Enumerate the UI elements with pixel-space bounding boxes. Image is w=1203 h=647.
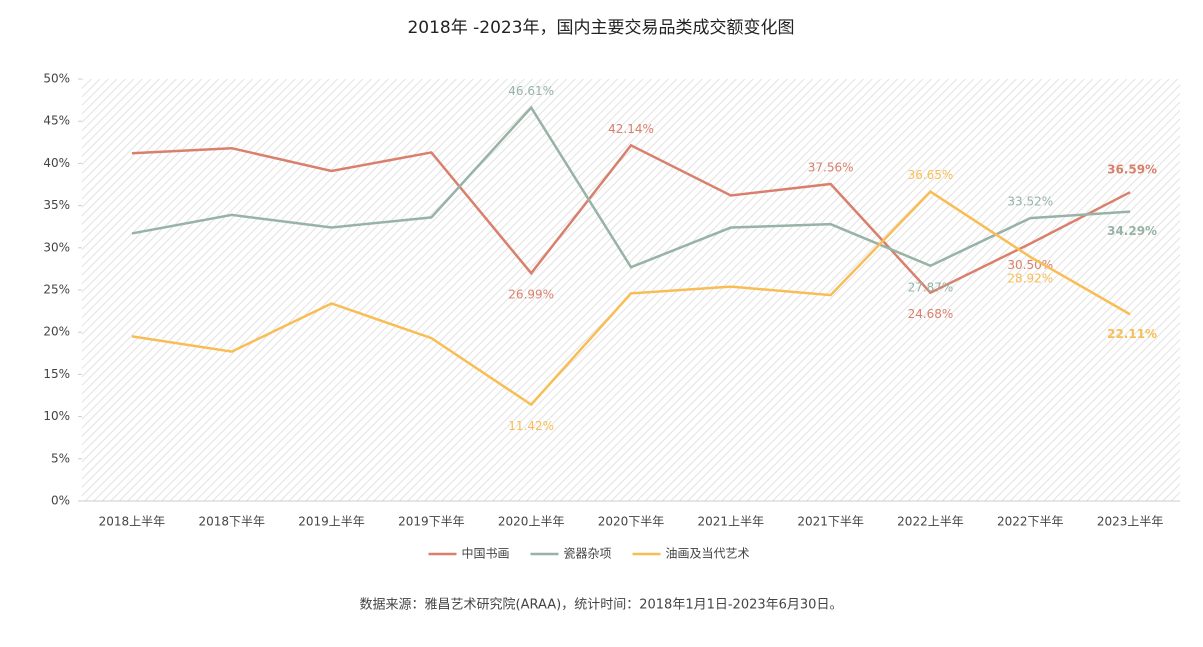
value-label: 30.50%	[1007, 258, 1053, 272]
value-label: 34.29%	[1107, 224, 1157, 238]
value-label: 33.52%	[1007, 195, 1053, 209]
value-label: 36.59%	[1107, 163, 1157, 177]
value-label: 22.11%	[1107, 327, 1157, 341]
x-tick-label: 2019下半年	[398, 515, 465, 529]
y-tick-label: 20%	[43, 325, 70, 339]
chart-title: 2018年 -2023年，国内主要交易品类成交额变化图	[407, 18, 794, 38]
value-label: 46.61%	[508, 84, 554, 98]
value-label: 37.56%	[808, 160, 854, 174]
y-tick-label: 25%	[43, 283, 70, 297]
source-note: 数据来源：雅昌艺术研究院(ARAA)，统计时间：2018年1月1日-2023年6…	[360, 598, 843, 613]
value-label: 36.65%	[908, 168, 954, 182]
x-tick-label: 2020上半年	[498, 515, 565, 529]
x-tick-label: 2020下半年	[598, 515, 665, 529]
value-label: 42.14%	[608, 122, 654, 136]
legend-label: 瓷器杂项	[564, 547, 612, 561]
x-tick-label: 2018下半年	[198, 515, 265, 529]
x-tick-label: 2019上半年	[298, 515, 365, 529]
y-tick-label: 45%	[43, 114, 70, 128]
y-tick-label: 5%	[51, 451, 70, 465]
value-label: 11.42%	[508, 419, 554, 433]
x-tick-label: 2021下半年	[797, 515, 864, 529]
y-tick-label: 50%	[43, 72, 70, 86]
x-tick-label: 2022上半年	[897, 515, 964, 529]
value-label: 27.87%	[908, 280, 954, 294]
y-tick-label: 15%	[43, 367, 70, 381]
y-tick-label: 35%	[43, 198, 70, 212]
series-line	[131, 190, 1131, 407]
y-tick-label: 10%	[43, 409, 70, 423]
value-label: 24.68%	[908, 307, 954, 321]
legend-label: 油画及当代艺术	[666, 547, 750, 561]
x-tick-label: 2023上半年	[1097, 515, 1164, 529]
series-line	[131, 105, 1131, 269]
plot-area	[82, 79, 1180, 501]
x-tick-label: 2022下半年	[997, 515, 1064, 529]
legend-label: 中国书画	[462, 546, 510, 561]
value-label: 28.92%	[1007, 271, 1053, 285]
series-line	[131, 143, 1131, 295]
value-label: 26.99%	[508, 288, 554, 302]
y-tick-label: 0%	[51, 494, 70, 508]
x-tick-label: 2021上半年	[698, 515, 765, 529]
y-tick-label: 40%	[43, 156, 70, 170]
x-tick-label: 2018上半年	[99, 515, 166, 529]
y-tick-label: 30%	[43, 240, 70, 254]
